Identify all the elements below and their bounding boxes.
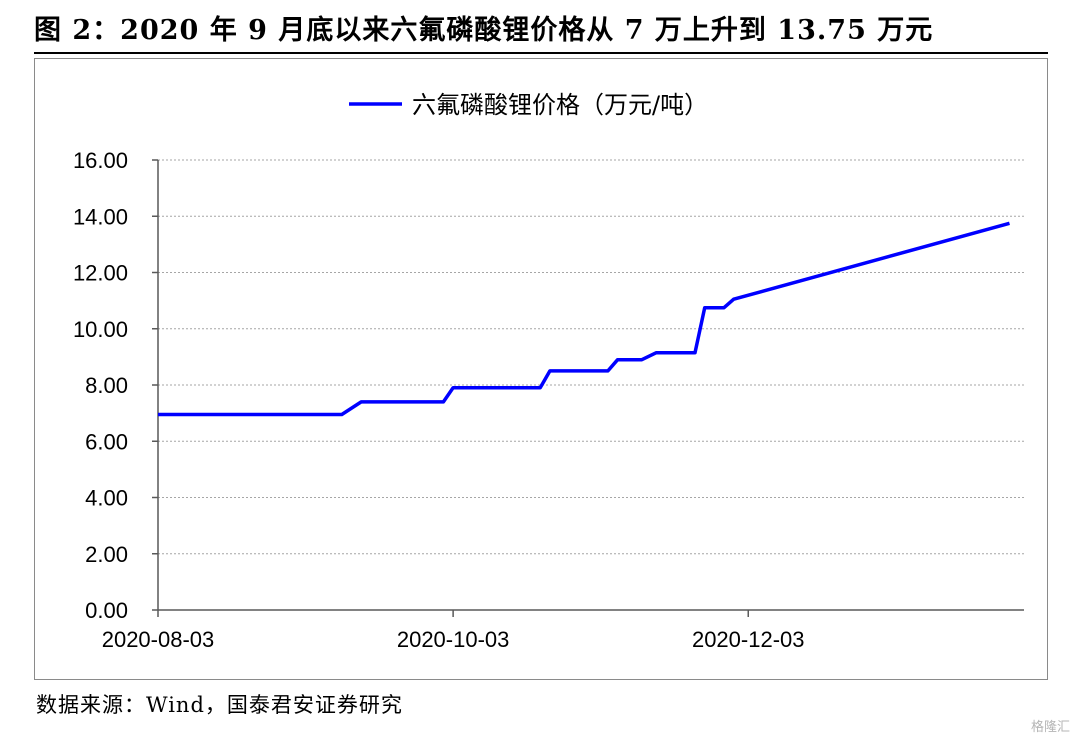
x-tick-label: 2020-12-03 [692,627,805,652]
y-tick-label: 0.00 [85,598,128,623]
x-tick-label: 2020-10-03 [397,627,510,652]
source-note: 数据来源：Wind，国泰君安证券研究 [36,693,403,717]
legend-label: 六氟磷酸锂价格（万元/吨） [412,91,708,119]
y-tick-label: 8.00 [85,373,128,398]
y-tick-label: 12.00 [73,261,128,286]
legend: 六氟磷酸锂价格（万元/吨） [349,91,708,119]
axes [152,159,1024,617]
y-tick-label: 10.00 [73,317,128,342]
y-tick-label: 4.00 [85,486,128,511]
chart-frame [34,58,1048,680]
y-tick-label: 16.00 [73,148,128,173]
watermark: 格隆汇 [1030,720,1070,735]
price-series-line [158,221,1010,417]
x-tick-label: 2020-08-03 [102,627,215,652]
y-tick-label: 2.00 [85,542,128,567]
tick-labels: 0.00 2.00 4.00 6.00 8.00 10.00 12.00 14.00 16.00… [73,148,805,652]
series-lines [158,221,1010,417]
gridlines [158,159,1024,555]
figure-title: 图 2：2020 年 9 月底以来六氟磷酸锂价格从 7 万上升到 13.75 万… [34,15,934,46]
y-tick-label: 6.00 [85,429,128,454]
title-rule [34,52,1048,54]
y-tick-label: 14.00 [73,204,128,229]
